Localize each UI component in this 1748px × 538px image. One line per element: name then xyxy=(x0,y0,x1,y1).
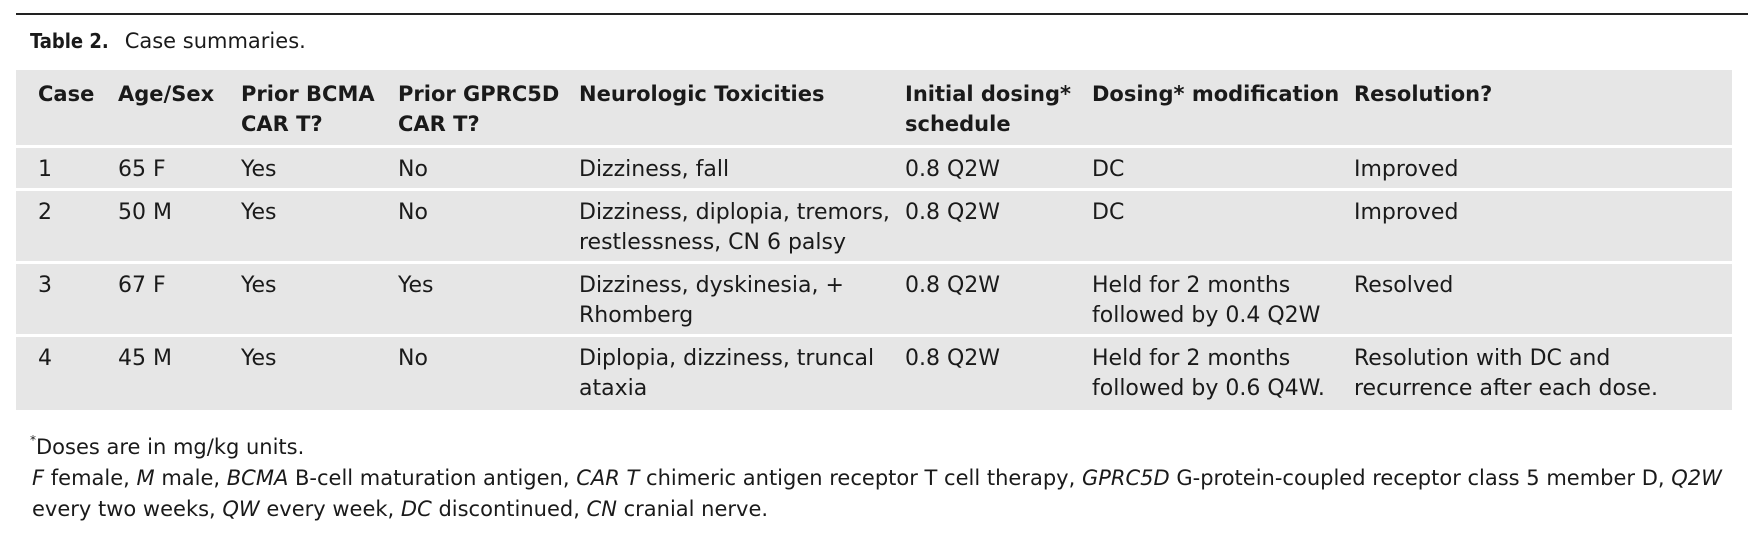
abbrev-term: F xyxy=(32,466,45,490)
footnote-asterisk: * xyxy=(30,433,36,447)
header-dosing-modification: Dosing* modification xyxy=(1092,70,1354,145)
cell-initial-dosing: 0.8 Q2W xyxy=(905,188,1092,261)
header-row: Case Age/Sex Prior BCMA CAR T? Prior GPR… xyxy=(16,70,1732,145)
cell-prior-gprc5d: No xyxy=(398,188,579,261)
header-case: Case xyxy=(16,70,118,145)
cell-age-sex: 50 M xyxy=(118,188,241,261)
table-caption: Table 2. Case summaries. xyxy=(30,26,306,56)
case-summary-table: Case Age/Sex Prior BCMA CAR T? Prior GPR… xyxy=(16,70,1732,410)
cell-neuro-toxicities: Diplopia, dizziness, truncal ataxia xyxy=(579,334,905,410)
cell-neuro-toxicities: Dizziness, fall xyxy=(579,145,905,188)
cell-case: 4 xyxy=(16,334,118,410)
top-rule xyxy=(16,13,1748,15)
header-prior-bcma: Prior BCMA CAR T? xyxy=(241,70,398,145)
abbrev-term: CN xyxy=(586,497,617,521)
cell-dosing-modification: Held for 2 months followed by 0.4 Q2W xyxy=(1092,261,1354,334)
abbrev-definition: B-cell maturation antigen, xyxy=(288,466,577,490)
abbrev-definition: every week, xyxy=(259,497,401,521)
table-row: 3 67 F Yes Yes Dizziness, dyskinesia, + … xyxy=(16,261,1732,334)
footnote-doses: *Doses are in mg/kg units. xyxy=(30,432,1742,463)
cell-resolution: Resolved xyxy=(1354,261,1732,334)
abbrev-term: Q2W xyxy=(1671,466,1722,490)
abbrev-definition: chimeric antigen receptor T cell therapy… xyxy=(639,466,1082,490)
cell-neuro-toxicities: Dizziness, dyskinesia, + Rhomberg xyxy=(579,261,905,334)
header-age-sex: Age/Sex xyxy=(118,70,241,145)
abbrev-term: QW xyxy=(222,497,260,521)
abbrev-definition: discontinued, xyxy=(431,497,587,521)
abbrev-term: M xyxy=(136,466,155,490)
header-resolution: Resolution? xyxy=(1354,70,1732,145)
abbrev-term: CAR T xyxy=(576,466,640,490)
cell-prior-gprc5d: No xyxy=(398,145,579,188)
abbrev-definition: male, xyxy=(154,466,227,490)
cell-initial-dosing: 0.8 Q2W xyxy=(905,334,1092,410)
abbrev-term: GPRC5D xyxy=(1081,466,1170,490)
header-prior-gprc5d: Prior GPRC5D CAR T? xyxy=(398,70,579,145)
table-row: 2 50 M Yes No Dizziness, diplopia, tremo… xyxy=(16,188,1732,261)
cell-resolution: Improved xyxy=(1354,145,1732,188)
cell-case: 2 xyxy=(16,188,118,261)
cell-age-sex: 65 F xyxy=(118,145,241,188)
cell-resolution: Improved xyxy=(1354,188,1732,261)
cell-prior-gprc5d: No xyxy=(398,334,579,410)
cell-case: 1 xyxy=(16,145,118,188)
abbrev-definition: G-protein-coupled receptor class 5 membe… xyxy=(1169,466,1672,490)
header-initial-dosing: Initial dosing* schedule xyxy=(905,70,1092,145)
cell-neuro-toxicities: Dizziness, diplopia, tremors, restlessne… xyxy=(579,188,905,261)
abbrev-term: BCMA xyxy=(226,466,289,490)
cell-prior-bcma: Yes xyxy=(241,334,398,410)
table-row: 1 65 F Yes No Dizziness, fall 0.8 Q2W DC… xyxy=(16,145,1732,188)
abbrev-definition: female, xyxy=(44,466,137,490)
cell-prior-bcma: Yes xyxy=(241,261,398,334)
footnote-abbreviations: F female, M male, BCMA B-cell maturation… xyxy=(30,463,1742,525)
abbrev-definition: cranial nerve. xyxy=(616,497,769,521)
footnote-doses-text: Doses are in mg/kg units. xyxy=(36,435,305,459)
cell-initial-dosing: 0.8 Q2W xyxy=(905,145,1092,188)
header-neuro-toxicities: Neurologic Toxicities xyxy=(579,70,905,145)
table-label: Table 2. xyxy=(30,29,109,53)
cell-initial-dosing: 0.8 Q2W xyxy=(905,261,1092,334)
table-footnotes: *Doses are in mg/kg units. F female, M m… xyxy=(30,432,1742,525)
abbrev-term: DC xyxy=(400,497,432,521)
cell-resolution: Resolution with DC and recurrence after … xyxy=(1354,334,1732,410)
abbrev-definition: every two weeks, xyxy=(32,497,223,521)
cell-prior-bcma: Yes xyxy=(241,188,398,261)
cell-prior-gprc5d: Yes xyxy=(398,261,579,334)
cell-age-sex: 45 M xyxy=(118,334,241,410)
cell-dosing-modification: DC xyxy=(1092,188,1354,261)
cell-prior-bcma: Yes xyxy=(241,145,398,188)
cell-age-sex: 67 F xyxy=(118,261,241,334)
cell-dosing-modification: Held for 2 months followed by 0.6 Q4W. xyxy=(1092,334,1354,410)
cell-dosing-modification: DC xyxy=(1092,145,1354,188)
cell-case: 3 xyxy=(16,261,118,334)
table-title: Case summaries. xyxy=(124,29,306,53)
table-row: 4 45 M Yes No Diplopia, dizziness, trunc… xyxy=(16,334,1732,410)
